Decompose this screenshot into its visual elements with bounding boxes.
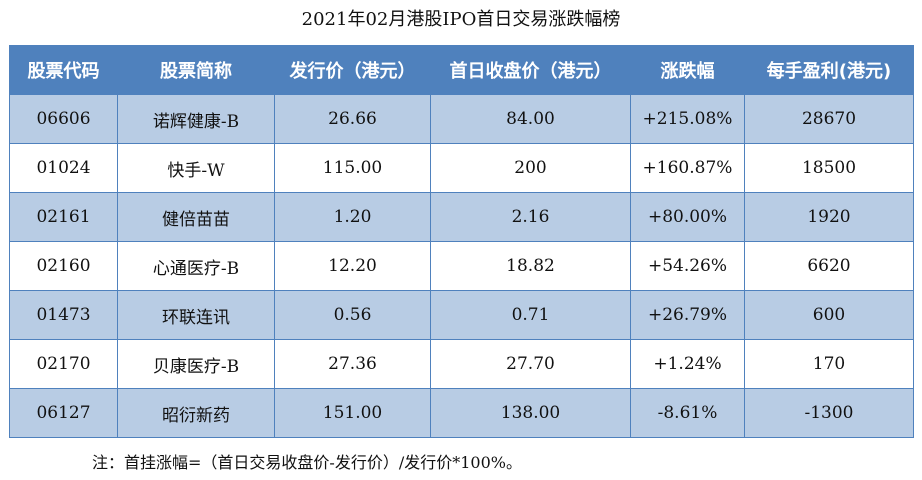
cell-first-day-close: 200 bbox=[430, 143, 631, 193]
table-row: 02161 健倍苗苗 1.20 2.16 +80.00% 1920 bbox=[9, 192, 914, 242]
cell-stock-code: 06127 bbox=[9, 388, 118, 438]
cell-first-day-close: 18.82 bbox=[430, 241, 631, 291]
cell-stock-name: 快手-W bbox=[117, 143, 275, 193]
ipo-table: 股票代码 股票简称 发行价（港元） 首日收盘价（港元） 涨跌幅 每手盈利(港元)… bbox=[9, 45, 914, 438]
footnote: 注：首挂涨幅=（首日交易收盘价-发行价）/发行价*100%。 bbox=[92, 453, 522, 472]
table-title: 2021年02月港股IPO首日交易涨跌幅榜 bbox=[301, 9, 621, 30]
cell-stock-name: 健倍苗苗 bbox=[117, 192, 275, 242]
cell-profit-per-lot: 600 bbox=[744, 290, 914, 340]
cell-issue-price: 0.56 bbox=[274, 290, 431, 340]
cell-change: +215.08% bbox=[630, 94, 745, 144]
cell-first-day-close: 84.00 bbox=[430, 94, 631, 144]
cell-issue-price: 115.00 bbox=[274, 143, 431, 193]
cell-stock-code: 01024 bbox=[9, 143, 118, 193]
header-row: 股票代码 股票简称 发行价（港元） 首日收盘价（港元） 涨跌幅 每手盈利(港元) bbox=[9, 45, 914, 95]
cell-issue-price: 26.66 bbox=[274, 94, 431, 144]
cell-issue-price: 27.36 bbox=[274, 339, 431, 389]
cell-first-day-close: 0.71 bbox=[430, 290, 631, 340]
cell-profit-per-lot: 1920 bbox=[744, 192, 914, 242]
cell-stock-name: 环联连讯 bbox=[117, 290, 275, 340]
header-change: 涨跌幅 bbox=[630, 45, 745, 95]
cell-issue-price: 1.20 bbox=[274, 192, 431, 242]
cell-change: +1.24% bbox=[630, 339, 745, 389]
header-stock-name: 股票简称 bbox=[117, 45, 275, 95]
cell-change: +160.87% bbox=[630, 143, 745, 193]
cell-stock-code: 02170 bbox=[9, 339, 118, 389]
cell-change: -8.61% bbox=[630, 388, 745, 438]
cell-change: +54.26% bbox=[630, 241, 745, 291]
cell-change: +26.79% bbox=[630, 290, 745, 340]
table-row: 01024 快手-W 115.00 200 +160.87% 18500 bbox=[9, 143, 914, 193]
cell-stock-code: 01473 bbox=[9, 290, 118, 340]
cell-first-day-close: 2.16 bbox=[430, 192, 631, 242]
cell-stock-name: 昭衍新药 bbox=[117, 388, 275, 438]
cell-profit-per-lot: -1300 bbox=[744, 388, 914, 438]
cell-stock-name: 贝康医疗-B bbox=[117, 339, 275, 389]
table-row: 02160 心通医疗-B 12.20 18.82 +54.26% 6620 bbox=[9, 241, 914, 291]
cell-change: +80.00% bbox=[630, 192, 745, 242]
header-issue-price: 发行价（港元） bbox=[274, 45, 431, 95]
cell-stock-name: 诺辉健康-B bbox=[117, 94, 275, 144]
cell-first-day-close: 138.00 bbox=[430, 388, 631, 438]
cell-stock-name: 心通医疗-B bbox=[117, 241, 275, 291]
cell-profit-per-lot: 28670 bbox=[744, 94, 914, 144]
table-row: 01473 环联连讯 0.56 0.71 +26.79% 600 bbox=[9, 290, 914, 340]
header-first-day-close: 首日收盘价（港元） bbox=[430, 45, 631, 95]
cell-first-day-close: 27.70 bbox=[430, 339, 631, 389]
cell-issue-price: 151.00 bbox=[274, 388, 431, 438]
cell-issue-price: 12.20 bbox=[274, 241, 431, 291]
cell-stock-code: 02161 bbox=[9, 192, 118, 242]
cell-stock-code: 06606 bbox=[9, 94, 118, 144]
table-row: 06606 诺辉健康-B 26.66 84.00 +215.08% 28670 bbox=[9, 94, 914, 144]
cell-stock-code: 02160 bbox=[9, 241, 118, 291]
cell-profit-per-lot: 6620 bbox=[744, 241, 914, 291]
header-profit-per-lot: 每手盈利(港元) bbox=[744, 45, 914, 95]
cell-profit-per-lot: 170 bbox=[744, 339, 914, 389]
table-row: 02170 贝康医疗-B 27.36 27.70 +1.24% 170 bbox=[9, 339, 914, 389]
header-stock-code: 股票代码 bbox=[9, 45, 118, 95]
cell-profit-per-lot: 18500 bbox=[744, 143, 914, 193]
table-row: 06127 昭衍新药 151.00 138.00 -8.61% -1300 bbox=[9, 388, 914, 438]
